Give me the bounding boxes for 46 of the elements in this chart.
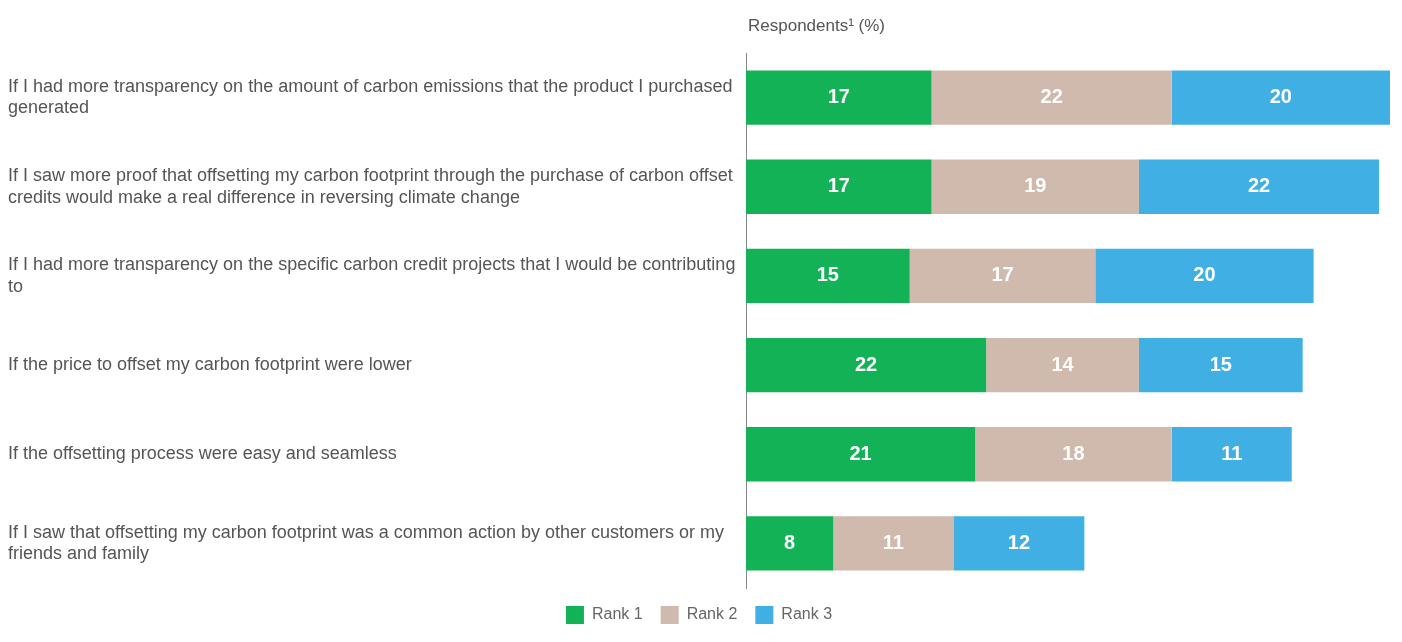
data-label: 17 (827, 85, 850, 108)
data-label: 17 (827, 174, 850, 197)
data-label: 15 (816, 263, 839, 286)
bar (909, 248, 1096, 304)
y-tick-label: If the offsetting process were easy and seamless (8, 443, 397, 464)
data-label: 22 (1040, 85, 1063, 108)
bar (746, 159, 932, 214)
bar (975, 427, 1172, 482)
data-label: 8 (784, 530, 796, 553)
data-label: 20 (1193, 263, 1216, 286)
y-tick-label: If I had more transparency on the specific carbon credit projects that I would be contributing to (8, 254, 736, 296)
chart-title: Respondents¹ (%) (748, 15, 886, 35)
data-label: 17 (991, 263, 1014, 286)
bar (746, 516, 834, 571)
data-label: 19 (1024, 174, 1047, 197)
data-label: 22 (854, 352, 878, 375)
data-label: 15 (1209, 352, 1232, 375)
data-label: 18 (1062, 441, 1085, 464)
legend-label: Rank 2 (686, 605, 738, 623)
y-tick-label: If I saw that offsetting my carbon footprint was a common action by other customers or my friends and family (8, 521, 724, 564)
y-tick-label: If I had more transparency on the amount of carbon emissions that the product I purchased generated (8, 75, 733, 118)
y-tick-label: If the price to offset my carbon footprint were lower (8, 354, 412, 375)
bar (746, 427, 976, 482)
bar (746, 70, 932, 125)
bar (746, 337, 987, 393)
bar (746, 248, 910, 304)
data-label: 14 (1051, 352, 1075, 375)
legend-label: Rank 1 (591, 605, 643, 623)
bar (931, 159, 1139, 214)
data-label: 20 (1269, 85, 1292, 108)
legend-label: Rank 3 (781, 605, 833, 623)
bar (986, 337, 1139, 393)
bar (953, 516, 1085, 571)
data-label: 12 (1007, 530, 1031, 553)
data-label: 22 (1247, 174, 1271, 197)
data-label: 11 (882, 530, 904, 553)
bar (833, 516, 954, 571)
bar (1138, 159, 1380, 214)
bar (931, 70, 1172, 125)
data-label: 21 (849, 441, 872, 464)
bar (1095, 248, 1314, 304)
data-label: 11 (1221, 441, 1243, 464)
bar (1171, 70, 1390, 125)
y-tick-label: If I saw more proof that offsetting my carbon footprint through the purchase of carbon offset credits would make a real difference in reversing climate change (8, 164, 733, 207)
bar (1171, 427, 1292, 482)
bar (1138, 337, 1303, 393)
